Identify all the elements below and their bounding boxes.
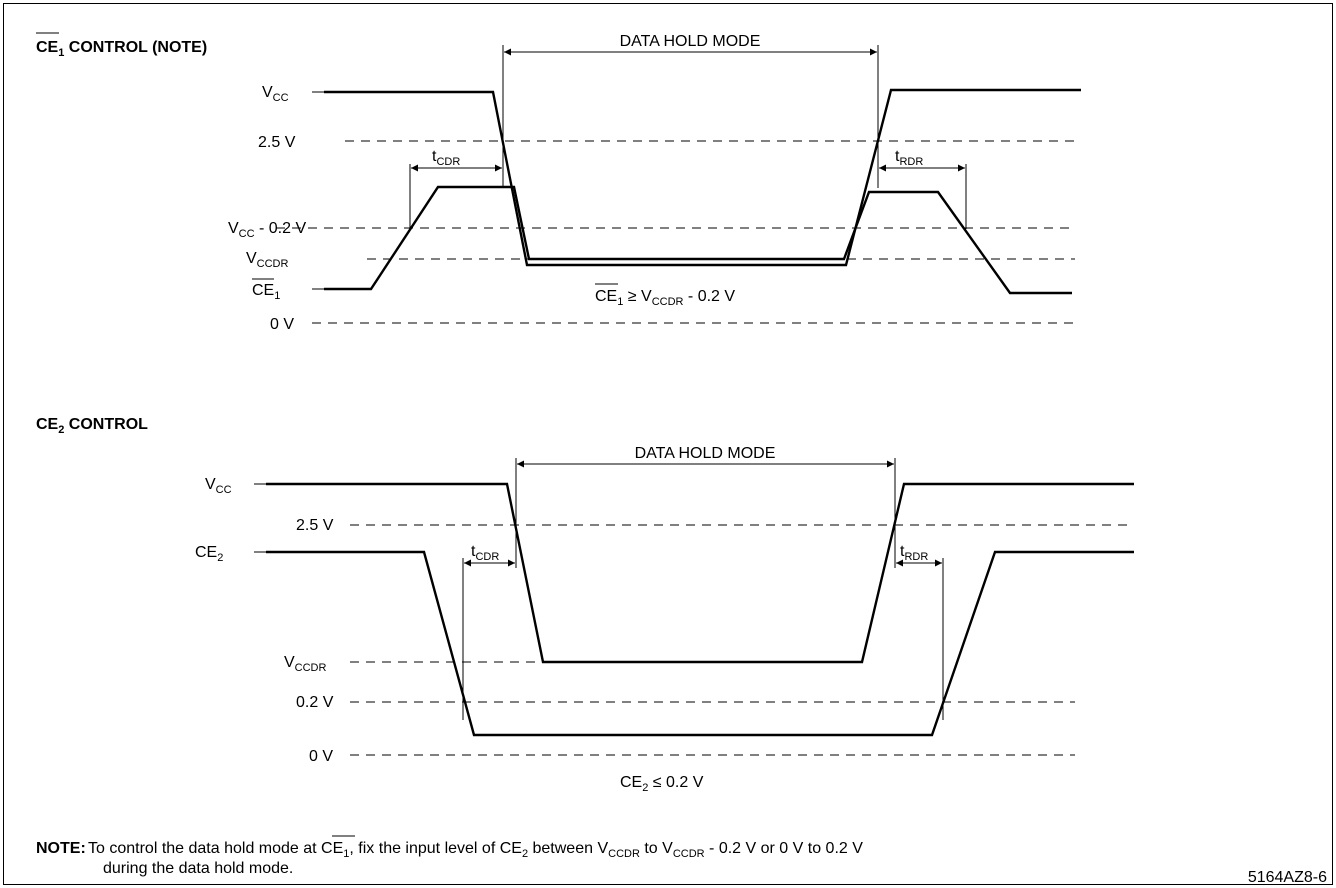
upper-label-0v: 0 V (270, 316, 294, 333)
lower-label-2-5v: 2.5 V (296, 517, 334, 534)
lower-hold-label: DATA HOLD MODE (635, 445, 776, 462)
upper-title: CE1 CONTROL (NOTE) (36, 39, 207, 59)
lower-diagram: CE2 CONTROL VCC 2.5 V CE2 VCCDR 0.2 V 0 … (36, 416, 1134, 794)
lower-ce2-waveform (266, 550, 1134, 737)
upper-diagram: CE1 CONTROL (NOTE) VCC 2.5 V VCC - 0.2 V… (36, 32, 1081, 333)
lower-title: CE2 CONTROL (36, 416, 148, 436)
lower-label-0v: 0 V (309, 748, 333, 765)
figure-frame (3, 3, 1333, 885)
lower-label-vcc: VCC (205, 476, 232, 496)
figure-id: 5164AZ8-6 (1248, 869, 1327, 886)
note-line-1: To control the data hold mode at CE1, fi… (88, 840, 863, 860)
lower-vcc-waveform (266, 482, 1134, 664)
upper-hold-label: DATA HOLD MODE (620, 33, 761, 50)
note-line-2: during the data hold mode. (103, 860, 293, 877)
lower-label-ce2: CE2 (195, 544, 223, 564)
upper-label-vccdr: VCCDR (246, 250, 289, 270)
upper-trdr-label: tRDR (895, 148, 923, 168)
upper-ce1-waveform (324, 185, 1072, 295)
note: NOTE: To control the data hold mode at C… (36, 835, 863, 877)
lower-label-0-2v: 0.2 V (296, 694, 334, 711)
upper-vcc-waveform (324, 88, 1081, 267)
note-label: NOTE: (36, 840, 86, 857)
upper-label-vcc-0-2v: VCC - 0.2 V (228, 220, 306, 240)
upper-label-2-5v: 2.5 V (258, 134, 296, 151)
upper-label-vcc: VCC (262, 84, 289, 104)
upper-tcdr-label: tCDR (432, 148, 460, 168)
lower-trdr-label: tRDR (900, 543, 928, 563)
lower-label-vccdr: VCCDR (284, 654, 327, 674)
upper-label-ce1: CE1 (252, 282, 280, 302)
lower-tcdr-label: tCDR (471, 543, 499, 563)
lower-condition: CE2 ≤ 0.2 V (620, 774, 704, 794)
upper-condition: CE1 ≥ VCCDR - 0.2 V (595, 288, 735, 308)
